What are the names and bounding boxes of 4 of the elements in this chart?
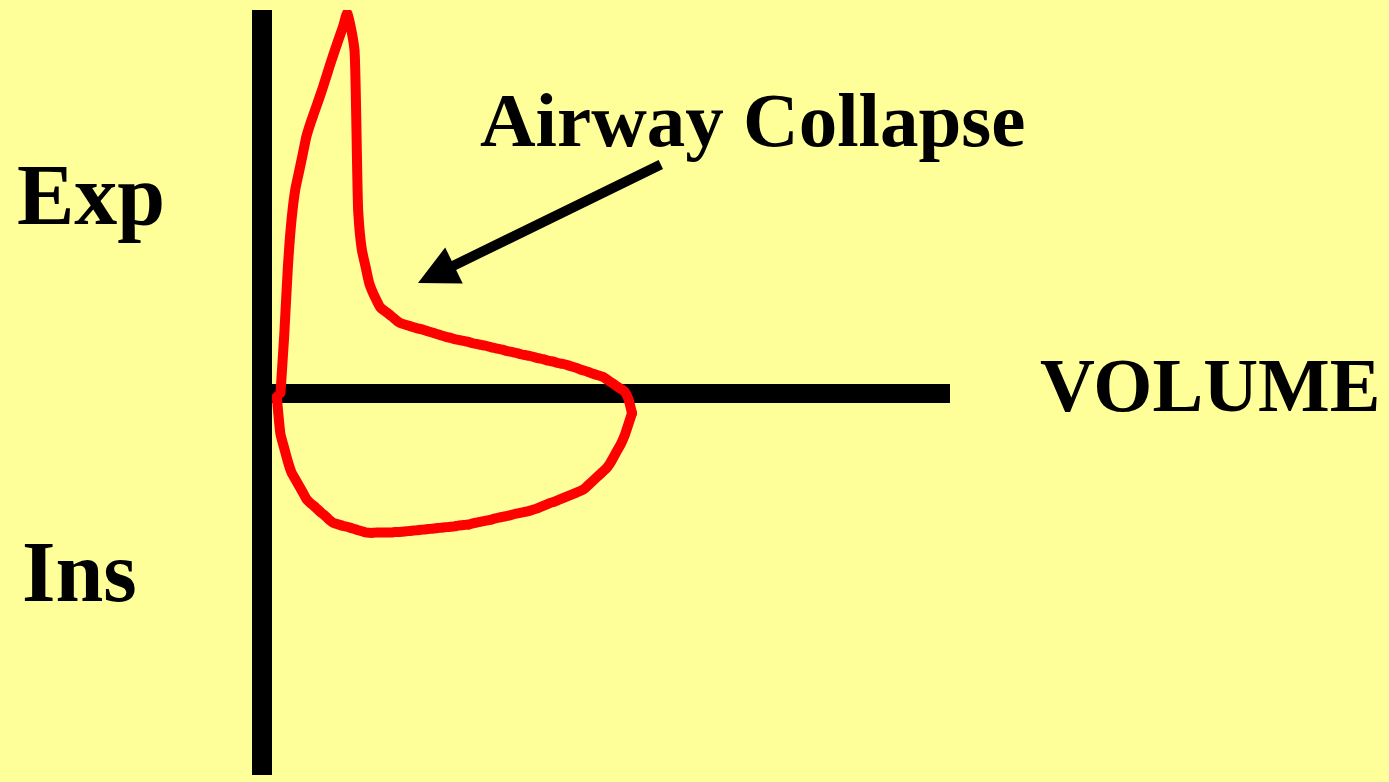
text: Ins bbox=[22, 524, 137, 620]
text: Exp bbox=[17, 147, 166, 243]
annotation: Airway Collapse bbox=[480, 77, 1026, 163]
text: VOLUME bbox=[1040, 343, 1381, 427]
